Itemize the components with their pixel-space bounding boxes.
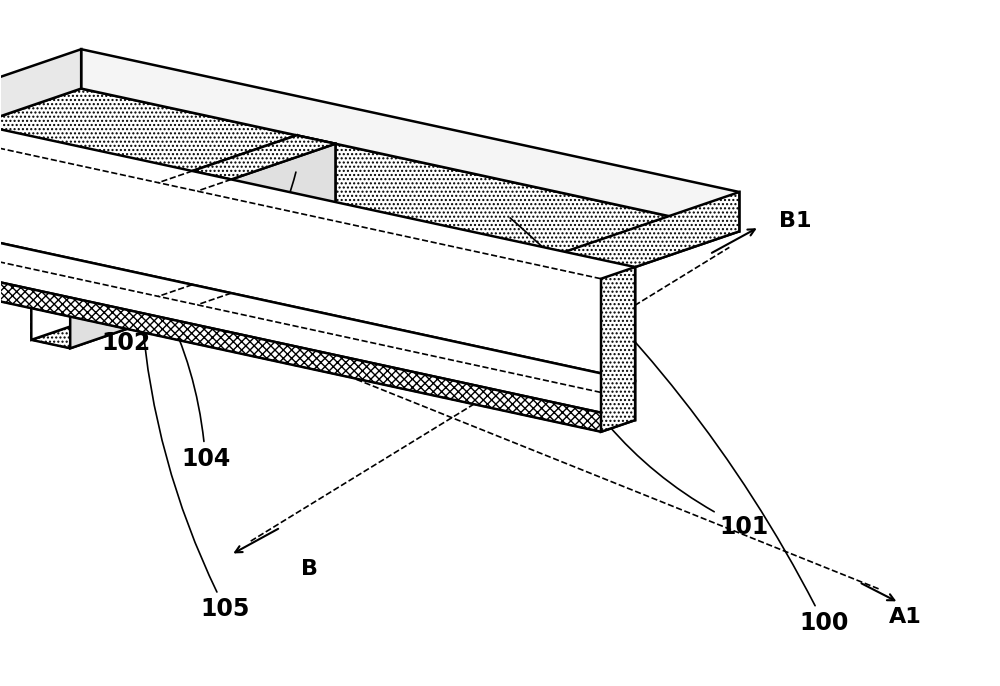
Polygon shape (31, 135, 297, 340)
Text: 100: 100 (510, 218, 849, 635)
Text: 101: 101 (537, 305, 769, 539)
Text: 102: 102 (101, 172, 296, 355)
Text: 103: 103 (301, 224, 569, 375)
Polygon shape (0, 88, 739, 322)
Text: B: B (301, 559, 318, 579)
Polygon shape (0, 124, 635, 381)
Text: B1: B1 (779, 211, 812, 231)
Text: 104: 104 (78, 193, 230, 471)
Polygon shape (0, 238, 635, 392)
Polygon shape (31, 249, 335, 348)
Text: A1: A1 (889, 607, 922, 627)
Polygon shape (601, 267, 635, 431)
Polygon shape (297, 135, 335, 257)
Polygon shape (70, 144, 335, 348)
Polygon shape (0, 238, 635, 420)
Text: 105: 105 (142, 316, 250, 622)
Polygon shape (0, 277, 635, 431)
Text: A: A (31, 217, 49, 237)
Polygon shape (474, 192, 739, 322)
Polygon shape (192, 135, 335, 180)
Polygon shape (81, 49, 739, 231)
Polygon shape (192, 249, 335, 293)
Polygon shape (0, 49, 81, 180)
